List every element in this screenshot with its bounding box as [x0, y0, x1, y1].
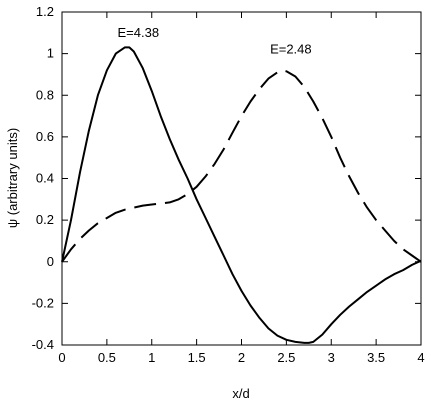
annotations: E=4.38 E=2.48 [117, 25, 311, 57]
x-tick-label: 0.5 [98, 350, 116, 365]
y-tick-label: 0.2 [36, 212, 54, 227]
series-line-dashed [61, 69, 422, 263]
energy-annotation: E=2.48 [270, 42, 312, 57]
y-axis-title: ψ (arbitrary units) [5, 128, 20, 228]
x-tick-label: 3.5 [367, 350, 385, 365]
x-tick-label: 1.5 [188, 350, 206, 365]
plot-area-frame [61, 11, 422, 346]
x-axis-title: x/d [232, 386, 249, 401]
y-tick-label: -0.2 [32, 295, 54, 310]
y-tick-label: 1 [47, 46, 54, 61]
series-lines [61, 46, 422, 344]
energy-annotation: E=4.38 [117, 25, 159, 40]
y-tick-label: 0 [47, 254, 54, 269]
axis-ticks [61, 11, 422, 346]
x-tick-label: 0 [58, 350, 65, 365]
y-tick-label: 1.2 [36, 4, 54, 19]
y-tick-label: 0.6 [36, 129, 54, 144]
x-tick-label: 3 [328, 350, 335, 365]
x-tick-label: 2 [238, 350, 245, 365]
y-tick-label: 0.4 [36, 171, 54, 186]
x-tick-labels: 0 0.5 1 1.5 2 2.5 3 3.5 4 [58, 350, 424, 365]
x-tick-label: 1 [148, 350, 155, 365]
y-tick-label: 0.8 [36, 87, 54, 102]
y-tick-label: -0.4 [32, 337, 54, 352]
x-tick-label: 2.5 [277, 350, 295, 365]
x-tick-label: 4 [417, 350, 424, 365]
y-tick-labels: -0.4 -0.2 0 0.2 0.4 0.6 0.8 1 1.2 [32, 4, 54, 352]
series-line-solid [61, 46, 422, 344]
